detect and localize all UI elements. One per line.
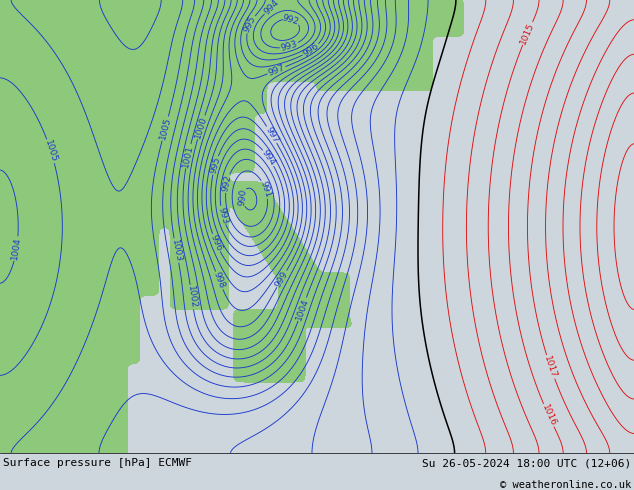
- Text: 993: 993: [216, 206, 229, 225]
- Text: 996: 996: [301, 41, 321, 59]
- Text: 1003: 1003: [170, 238, 183, 263]
- Text: 1005: 1005: [43, 139, 58, 164]
- Text: 994: 994: [260, 148, 277, 168]
- Text: 1002: 1002: [186, 285, 198, 309]
- Text: 998: 998: [212, 271, 226, 290]
- Text: 992: 992: [281, 13, 301, 26]
- Text: 992: 992: [221, 174, 233, 193]
- Text: 993: 993: [280, 40, 299, 53]
- Text: 990: 990: [238, 188, 248, 206]
- Text: 995: 995: [209, 156, 222, 175]
- Text: 997: 997: [263, 125, 280, 145]
- Text: 994: 994: [262, 0, 281, 17]
- Text: 999: 999: [273, 269, 290, 289]
- Text: 1004: 1004: [10, 237, 23, 261]
- Text: 991: 991: [258, 180, 273, 199]
- Text: 1017: 1017: [543, 354, 559, 379]
- Text: 997: 997: [267, 63, 286, 77]
- Text: 1005: 1005: [158, 116, 172, 141]
- Text: 1015: 1015: [519, 21, 536, 46]
- Text: 1004: 1004: [294, 297, 310, 321]
- Text: 1016: 1016: [540, 403, 557, 428]
- Text: Surface pressure [hPa] ECMWF: Surface pressure [hPa] ECMWF: [3, 458, 192, 468]
- Text: 995: 995: [242, 15, 258, 34]
- Text: © weatheronline.co.uk: © weatheronline.co.uk: [500, 480, 631, 490]
- Text: 1001: 1001: [181, 144, 195, 169]
- Text: Su 26-05-2024 18:00 UTC (12+06): Su 26-05-2024 18:00 UTC (12+06): [422, 458, 631, 468]
- Text: 996: 996: [209, 233, 224, 252]
- Text: 1000: 1000: [193, 115, 209, 140]
